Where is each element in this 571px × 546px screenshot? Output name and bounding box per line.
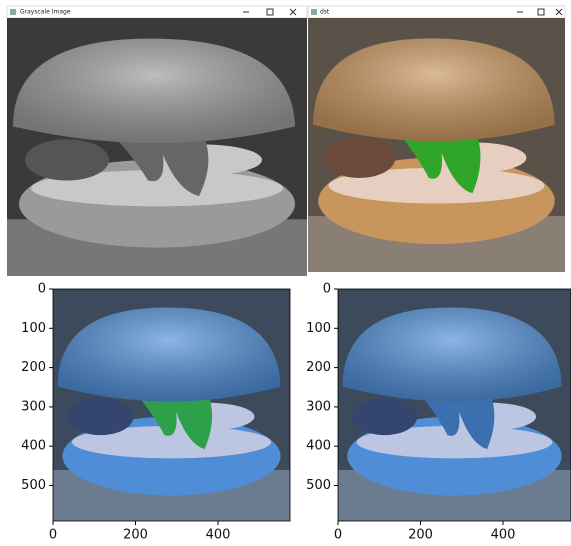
y-tick-label: 300 xyxy=(306,399,331,414)
app-icon xyxy=(10,9,16,15)
y-tick-label: 0 xyxy=(323,282,331,297)
y-tick-label: 0 xyxy=(38,282,46,297)
x-tick-label: 200 xyxy=(123,528,148,543)
y-tick-label: 500 xyxy=(306,478,331,493)
x-tick-label: 400 xyxy=(491,528,516,543)
image-content xyxy=(338,289,571,521)
image xyxy=(308,18,565,272)
image xyxy=(7,18,307,276)
patty xyxy=(25,139,109,180)
image-content xyxy=(7,18,307,276)
y-tick-label: 200 xyxy=(306,360,331,375)
window-title: Grayscale Image xyxy=(20,9,71,16)
image xyxy=(53,289,290,521)
app-icon xyxy=(311,9,317,15)
y-tick-label: 100 xyxy=(306,321,331,336)
y-tick-label: 500 xyxy=(21,478,46,493)
x-tick-label: 0 xyxy=(334,528,342,543)
y-tick-label: 100 xyxy=(21,321,46,336)
patty xyxy=(352,398,417,435)
window: dst xyxy=(308,6,565,18)
y-tick-label: 300 xyxy=(21,399,46,414)
y-tick-label: 400 xyxy=(306,439,331,454)
y-tick-label: 400 xyxy=(21,439,46,454)
window-title: dst xyxy=(320,9,330,16)
image xyxy=(338,289,571,521)
patty xyxy=(323,137,395,178)
x-tick-label: 400 xyxy=(206,528,231,543)
image-content xyxy=(308,18,565,272)
x-tick-label: 0 xyxy=(49,528,57,543)
x-tick-label: 200 xyxy=(408,528,433,543)
window: Grayscale Image xyxy=(7,6,307,18)
y-tick-label: 200 xyxy=(21,360,46,375)
patty xyxy=(67,398,133,435)
screen: Grayscale Image dst 0 100 200 300 400 500 0 200… xyxy=(0,0,571,546)
image-content xyxy=(53,289,290,521)
title-bar xyxy=(308,6,565,18)
